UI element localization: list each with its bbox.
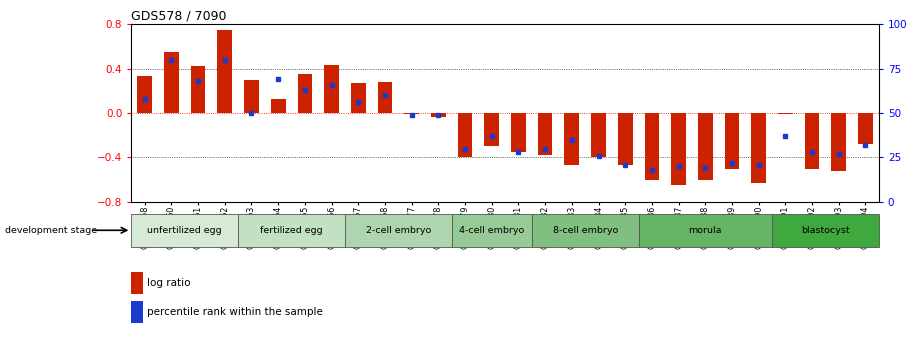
Bar xyxy=(271,99,285,113)
Text: 4-cell embryo: 4-cell embryo xyxy=(459,226,525,235)
Bar xyxy=(378,82,392,113)
Bar xyxy=(324,65,339,113)
Bar xyxy=(698,113,713,180)
Text: morula: morula xyxy=(689,226,722,235)
Bar xyxy=(644,113,660,180)
Bar xyxy=(618,113,632,165)
Bar xyxy=(671,113,686,185)
Bar xyxy=(131,301,143,323)
Bar xyxy=(191,66,206,113)
Bar xyxy=(772,214,879,247)
Bar xyxy=(832,113,846,171)
Bar xyxy=(164,52,178,113)
Bar xyxy=(431,113,446,117)
Text: log ratio: log ratio xyxy=(147,278,191,288)
Bar xyxy=(639,214,772,247)
Bar xyxy=(131,214,238,247)
Bar xyxy=(805,113,819,168)
Bar xyxy=(538,113,553,155)
Text: 2-cell embryo: 2-cell embryo xyxy=(366,226,431,235)
Bar xyxy=(858,113,872,144)
Bar xyxy=(725,113,739,168)
Text: fertilized egg: fertilized egg xyxy=(260,226,323,235)
Bar xyxy=(404,113,419,114)
Text: blastocyst: blastocyst xyxy=(801,226,850,235)
Bar xyxy=(131,272,143,294)
Bar xyxy=(564,113,579,165)
Text: percentile rank within the sample: percentile rank within the sample xyxy=(147,307,323,317)
Bar xyxy=(778,113,793,114)
Text: unfertilized egg: unfertilized egg xyxy=(148,226,222,235)
Text: 8-cell embryo: 8-cell embryo xyxy=(553,226,618,235)
Bar xyxy=(532,214,639,247)
Bar xyxy=(238,214,345,247)
Text: GDS578 / 7090: GDS578 / 7090 xyxy=(131,10,226,23)
Bar xyxy=(138,76,152,113)
Bar xyxy=(452,214,532,247)
Bar xyxy=(351,83,366,113)
Bar xyxy=(485,113,499,146)
Bar xyxy=(751,113,766,183)
Bar xyxy=(345,214,452,247)
Bar xyxy=(511,113,525,152)
Bar xyxy=(592,113,606,157)
Bar xyxy=(244,80,259,113)
Bar xyxy=(217,30,232,113)
Text: development stage: development stage xyxy=(5,226,97,235)
Bar xyxy=(458,113,472,157)
Bar xyxy=(297,74,313,113)
